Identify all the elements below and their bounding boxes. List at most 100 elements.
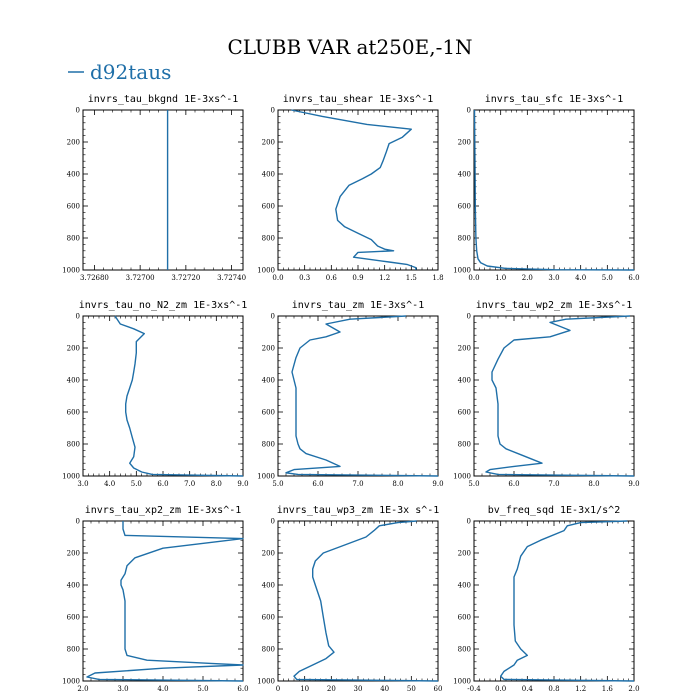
x-tick-label: 6.0	[628, 274, 639, 282]
y-tick-label: 0	[76, 313, 80, 321]
panel-title: invrs_tau_no_N2_zm 1E-3xs^-1	[79, 300, 248, 311]
y-tick-label: 0	[467, 518, 471, 526]
panel-title: invrs_tau_bkgnd 1E-3xs^-1	[88, 94, 239, 105]
plot-frame	[277, 315, 439, 477]
x-tick-label: 50	[407, 685, 416, 693]
x-tick-label: 3.72720	[171, 274, 200, 282]
x-tick-label: 3.72680	[80, 274, 109, 282]
x-tick-label: 1.5	[406, 274, 417, 282]
y-tick-label: 0	[467, 107, 471, 115]
series-line-d92taus	[500, 520, 635, 682]
panel-title: invrs_tau_wp2_zm 1E-3xs^-1	[476, 300, 633, 311]
y-tick-label: 600	[262, 203, 275, 211]
y-tick-label: 800	[458, 441, 471, 449]
y-tick-label: 1000	[257, 267, 275, 275]
y-tick-label: 200	[67, 345, 80, 353]
x-tick-label: 7.0	[352, 480, 363, 488]
panel-title: invrs_tau_xp2_zm 1E-3xs^-1	[85, 505, 242, 516]
x-tick-label: 4.0	[157, 685, 168, 693]
plot-frame	[82, 109, 244, 271]
panel-5: invrs_tau_zm 1E-3xs^-1 5.0 6.0 7.0 8.0 9.0 0 20…	[257, 300, 443, 488]
panel-1: invrs_tau_bkgnd 1E-3xs^-1 3.72680 3.72700 3…	[62, 94, 246, 282]
y-tick-label: 600	[458, 203, 471, 211]
x-tick-label: 2.0	[522, 274, 533, 282]
panels: invrs_tau_bkgnd 1E-3xs^-1 3.72680 3.72700 3…	[62, 94, 639, 693]
x-tick-label: 6.0	[312, 480, 323, 488]
x-tick-label: 0.4	[522, 685, 534, 693]
x-tick-label: 5.0	[131, 480, 142, 488]
y-tick-label: 1000	[62, 678, 80, 686]
y-tick-label: 400	[458, 582, 471, 590]
series-line-d92taus	[485, 315, 635, 477]
panel-title: invrs_tau_zm 1E-3xs^-1	[292, 300, 424, 311]
x-tick-label: 10	[300, 685, 309, 693]
y-tick-label: 1000	[453, 267, 471, 275]
y-tick-label: 200	[458, 550, 471, 558]
panel-title: bv_freq_sqd 1E-3x1/s^2	[488, 505, 620, 516]
x-tick-label: 3.0	[77, 480, 88, 488]
series-line-d92taus	[293, 520, 439, 682]
x-tick-label: 5.0	[602, 274, 613, 282]
y-tick-label: 200	[67, 550, 80, 558]
y-tick-label: 200	[458, 139, 471, 147]
x-tick-label: -0.4	[467, 685, 481, 693]
x-tick-label: 7.0	[184, 480, 195, 488]
y-tick-label: 400	[67, 377, 80, 385]
x-tick-label: 2.0	[628, 685, 639, 693]
series-line-d92taus	[285, 315, 439, 477]
panel-8: invrs_tau_wp3_zm 1E-3x s^-10 10 20 30 40 50 60…	[257, 505, 442, 693]
panel-title: invrs_tau_sfc 1E-3xs^-1	[485, 94, 623, 105]
y-tick-label: 600	[458, 409, 471, 417]
y-tick-label: 600	[67, 614, 80, 622]
y-tick-label: 600	[67, 409, 80, 417]
x-tick-label: 0	[276, 685, 280, 693]
x-tick-label: 0.0	[495, 685, 506, 693]
series-line-d92taus	[473, 109, 635, 271]
panel-3: invrs_tau_sfc 1E-3xs^-1 0.0 1.0 2.0 3.0 4.0 5.…	[453, 94, 639, 282]
x-tick-label: 1.0	[495, 274, 506, 282]
x-tick-label: 6.0	[237, 685, 248, 693]
x-tick-label: 8.0	[211, 480, 222, 488]
x-tick-label: 3.72700	[126, 274, 155, 282]
x-tick-label: 1.2	[575, 685, 586, 693]
y-tick-label: 200	[262, 139, 275, 147]
plot-frame	[82, 520, 244, 682]
x-tick-label: 5.0	[272, 480, 283, 488]
x-tick-label: 30	[354, 685, 363, 693]
y-tick-label: 1000	[257, 473, 275, 481]
plot-frame	[277, 109, 439, 271]
panel-9: bv_freq_sqd 1E-3x1/s^2 -0.4 0.0 0.4 0.8 1.2 1.…	[453, 505, 639, 693]
panel-title: invrs_tau_wp3_zm 1E-3x s^-1	[277, 505, 440, 516]
x-tick-label: 0.6	[326, 274, 338, 282]
x-tick-label: 1.8	[432, 274, 443, 282]
y-tick-label: 600	[262, 614, 275, 622]
y-tick-label: 0	[271, 107, 275, 115]
x-tick-label: 6.0	[508, 480, 519, 488]
panel-title: invrs_tau_shear 1E-3xs^-1	[283, 94, 434, 105]
legend-label: d92taus	[90, 60, 171, 84]
x-tick-label: 0.0	[468, 274, 479, 282]
plot-frame	[473, 315, 635, 477]
y-tick-label: 800	[262, 235, 275, 243]
panel-7: invrs_tau_xp2_zm 1E-3xs^-1 2.0 3.0 4.0 5.0 6.…	[62, 505, 248, 693]
y-tick-label: 400	[458, 377, 471, 385]
x-tick-label: 8.0	[588, 480, 599, 488]
y-tick-label: 200	[67, 139, 80, 147]
y-tick-label: 0	[76, 107, 80, 115]
x-tick-label: 3.72740	[217, 274, 246, 282]
y-tick-label: 800	[458, 235, 471, 243]
series-line-d92taus	[114, 315, 244, 477]
plot-frame	[473, 109, 635, 271]
plot-frame	[277, 520, 439, 682]
y-tick-label: 600	[262, 409, 275, 417]
y-tick-label: 400	[67, 171, 80, 179]
y-tick-label: 400	[262, 377, 275, 385]
y-tick-label: 200	[262, 345, 275, 353]
x-tick-label: 0.0	[272, 274, 283, 282]
x-tick-label: 0.8	[548, 685, 559, 693]
y-tick-label: 600	[67, 203, 80, 211]
y-tick-label: 400	[458, 171, 471, 179]
y-tick-label: 800	[262, 646, 275, 654]
x-tick-label: 4.0	[104, 480, 115, 488]
x-tick-label: 9.0	[237, 480, 248, 488]
